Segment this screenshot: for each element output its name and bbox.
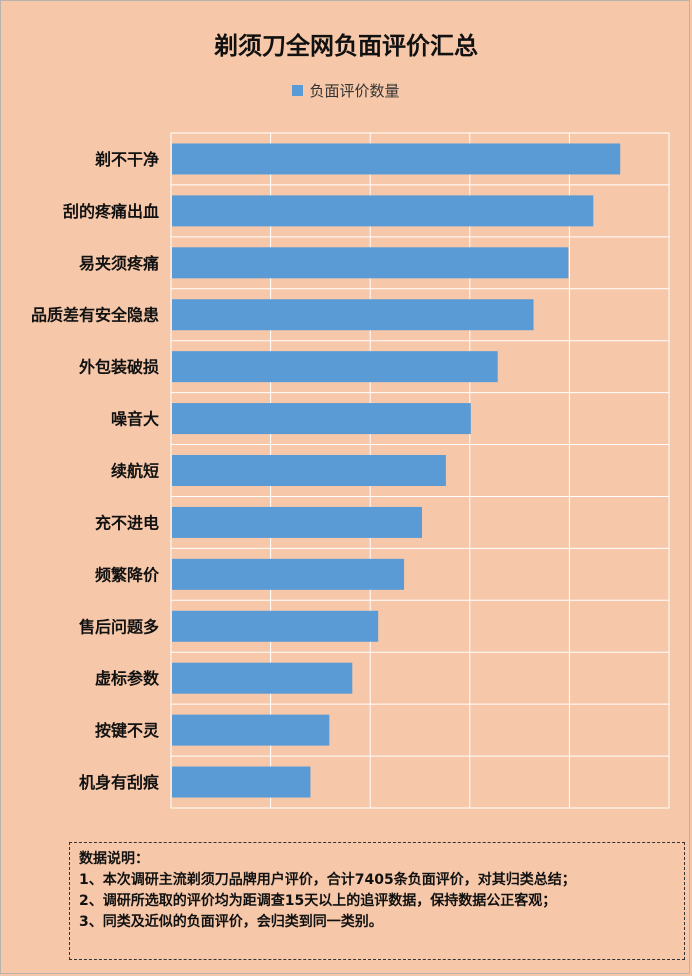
bar <box>172 247 569 279</box>
bar <box>172 351 498 383</box>
notes-line-1: 1、本次调研主流剃须刀品牌用户评价，合计7405条负面评价，对其归类总结； <box>79 872 576 888</box>
bar <box>172 766 311 798</box>
chart-legend: 负面评价数量 <box>0 80 692 101</box>
category-label: 机身有刮痕 <box>79 773 160 792</box>
bar <box>172 455 446 486</box>
bar <box>172 195 594 227</box>
category-label: 频繁降价 <box>95 565 160 584</box>
bar <box>172 714 330 746</box>
category-label: 易夹须疼痛 <box>79 254 159 273</box>
data-notes: 数据说明： 1、本次调研主流剃须刀品牌用户评价，合计7405条负面评价，对其归类… <box>69 842 685 960</box>
category-label: 噪音大 <box>111 410 159 429</box>
category-label: 续航短 <box>111 462 159 481</box>
notes-line-3: 3、同类及近似的负面评价，会归类到同一类别。 <box>79 914 383 930</box>
legend-swatch <box>292 85 304 96</box>
bar <box>172 299 534 331</box>
category-label: 外包装破损 <box>78 358 159 377</box>
notes-line-2: 2、调研所选取的评价均为距调查15天以上的追评数据，保持数据公正客观； <box>79 893 557 909</box>
category-label: 充不进电 <box>95 513 159 532</box>
bar <box>172 403 471 435</box>
category-label: 品质差有安全隐患 <box>31 306 159 325</box>
legend-label: 负面评价数量 <box>309 82 400 100</box>
category-label: 虚标参数 <box>95 669 160 688</box>
category-label: 剃不干净 <box>95 150 159 169</box>
bar <box>172 143 621 175</box>
bar <box>172 558 405 590</box>
bar <box>172 610 379 642</box>
bar <box>172 506 422 538</box>
category-label: 按键不灵 <box>95 721 160 740</box>
category-label: 售后问题多 <box>79 617 159 636</box>
chart-title: 剃须刀全网负面评价汇总 <box>214 32 478 60</box>
category-label: 刮的疼痛出血 <box>63 202 159 221</box>
bar <box>172 662 353 694</box>
notes-heading: 数据说明： <box>79 851 149 867</box>
